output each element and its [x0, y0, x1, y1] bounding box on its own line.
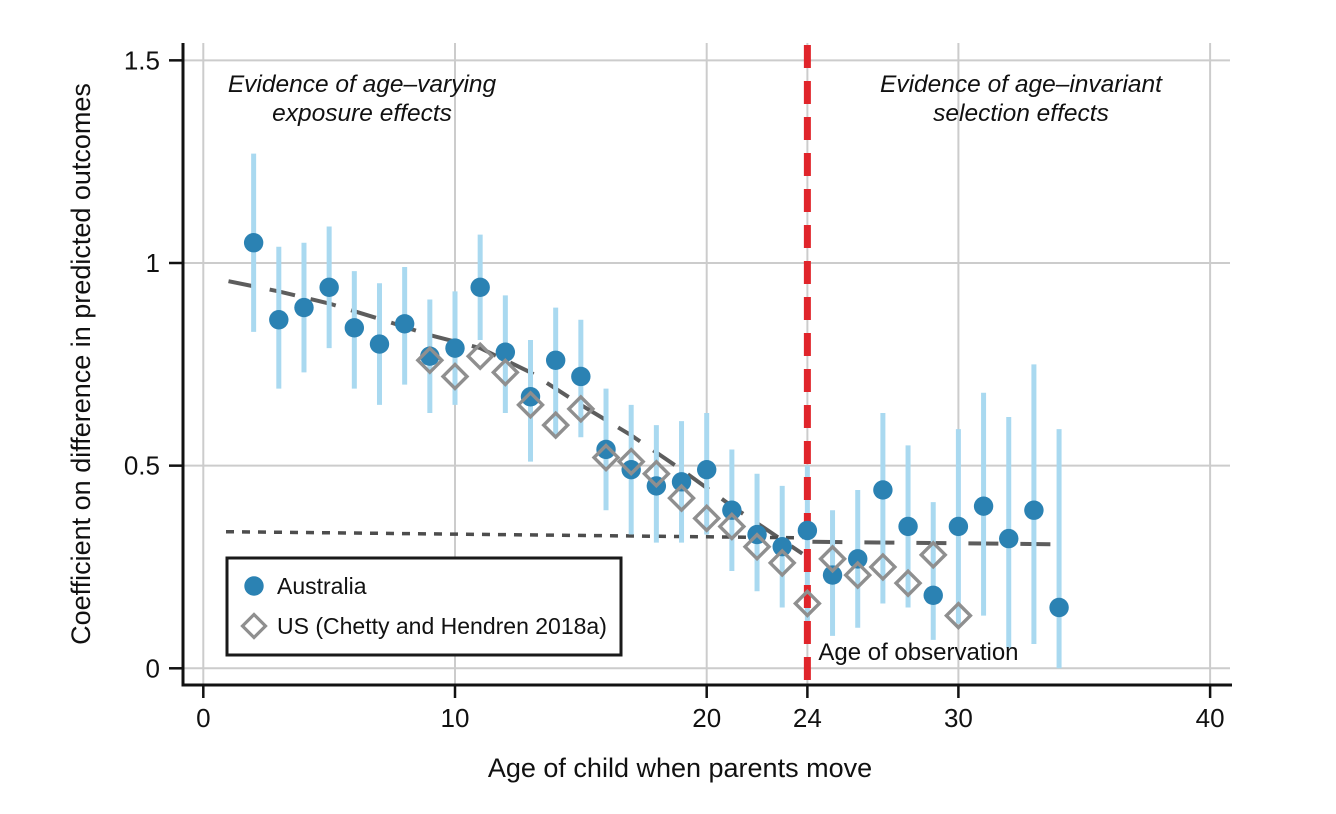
us-point [818, 544, 847, 574]
australia-point [948, 516, 969, 537]
annotation-line: Evidence of age–invariant [880, 71, 1163, 98]
australia-point [873, 480, 893, 500]
australia-point [848, 549, 868, 569]
x-tick-label: 40 [1196, 703, 1225, 733]
australia-point [445, 338, 465, 358]
legend-us-marker [240, 612, 268, 640]
australia-point [269, 310, 289, 330]
us-point [943, 601, 973, 631]
australia-point [999, 528, 1019, 549]
x-tick-label: 0 [196, 703, 210, 733]
australia-point [319, 277, 339, 298]
exposure-effect-fit [228, 279, 804, 556]
australia-point [369, 334, 390, 354]
legend: Australia US (Chetty and Hendren 2018a) [225, 556, 623, 657]
australia-point [520, 387, 541, 407]
australia-point [722, 500, 742, 520]
y-tick-label: 0 [146, 653, 160, 683]
us-point [843, 560, 873, 590]
annotation-line: exposure effects [272, 100, 452, 127]
us-point [616, 447, 646, 477]
australia-point [1024, 500, 1044, 520]
us-series [415, 341, 973, 631]
us-point [516, 390, 545, 420]
australia-point [923, 585, 943, 606]
us-point [641, 459, 671, 489]
us-point [490, 358, 520, 387]
x-tick-label: 20 [692, 703, 721, 733]
us-point [742, 532, 772, 562]
x-tick-label: 10 [441, 703, 470, 733]
us-point [440, 362, 470, 391]
y-tick-label: 1.5 [124, 45, 160, 75]
y-axis-title: Coefficient on difference in predicted o… [66, 83, 96, 645]
us-point [868, 552, 898, 582]
us-point [792, 589, 822, 618]
australia-point [571, 366, 591, 387]
legend-box [225, 556, 623, 657]
australia-point [772, 537, 792, 557]
australia-point [394, 314, 415, 334]
us-point [566, 394, 596, 424]
australia-point [671, 472, 692, 492]
y-tick-label: 1 [146, 248, 160, 278]
us-point [893, 568, 923, 598]
vline-label: Age of observation [818, 639, 1018, 666]
australia-point [822, 565, 843, 585]
australia-point [495, 342, 516, 362]
legend-us-label: US (Chetty and Hendren 2018a) [277, 613, 607, 639]
us-point [918, 540, 948, 570]
axes: 0 0.5 1 1.5 0 10 20 24 30 40 [124, 43, 1232, 733]
australia-point [344, 318, 365, 338]
australia-point [973, 496, 994, 516]
x-axis-title: Age of child when parents move [488, 753, 872, 783]
australia-point [1049, 597, 1069, 618]
australia-point [294, 297, 314, 318]
australia-point [470, 277, 490, 298]
us-point [465, 341, 495, 371]
us-point [717, 512, 747, 541]
us-point [415, 345, 445, 375]
selection-effect-fit-pre [225, 529, 803, 540]
australia-point [243, 233, 264, 253]
annotation-line: Evidence of age–varying [228, 71, 497, 98]
us-point [767, 548, 797, 578]
y-tick-label: 0.5 [124, 451, 160, 481]
australia-point [621, 460, 641, 480]
annotation-line: selection effects [933, 100, 1109, 127]
legend-australia-label: Australia [277, 573, 367, 599]
australia-point [697, 460, 717, 480]
us-point [692, 503, 722, 533]
us-point [541, 410, 571, 440]
legend-australia-marker [244, 576, 264, 596]
australia-series [243, 233, 1069, 618]
australia-point [797, 520, 818, 541]
australia-point [596, 439, 616, 460]
us-point [591, 443, 621, 472]
australia-point [545, 350, 566, 370]
x-tick-label: 24 [793, 703, 822, 733]
x-tick-label: 30 [944, 703, 973, 733]
us-point [667, 483, 696, 513]
australia-point [898, 516, 918, 537]
